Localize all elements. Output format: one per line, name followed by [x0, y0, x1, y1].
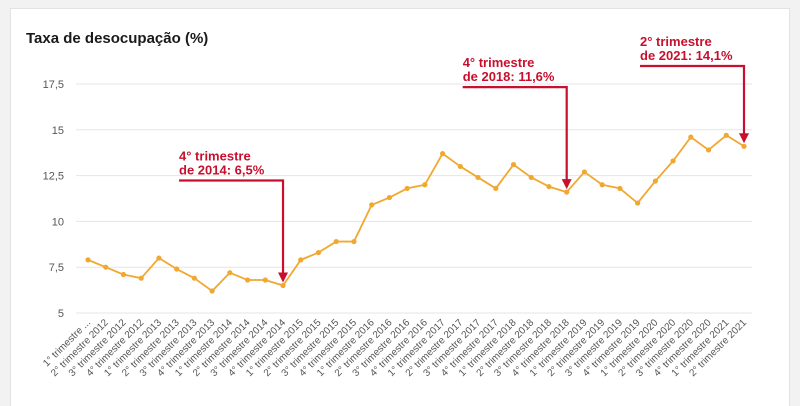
data-point: [174, 266, 180, 272]
data-point: [103, 264, 109, 270]
y-axis-ticks: 5 7,5 10 12,5 15 17,5: [43, 79, 64, 320]
data-point: [138, 275, 144, 281]
data-point: [120, 271, 127, 278]
annotation-arrow-line: [462, 85, 568, 181]
annotation-label: de 2014: 6,5%: [179, 163, 265, 178]
data-point: [244, 277, 251, 283]
y-tick-label: 17,5: [43, 79, 64, 91]
data-point: [564, 189, 570, 195]
data-point: [333, 238, 339, 245]
series-line-group: [85, 132, 747, 294]
data-point: [546, 183, 552, 190]
data-point: [298, 257, 304, 263]
chart-title: Taxa de desocupação (%): [26, 30, 209, 47]
annotation-arrowhead: [739, 133, 749, 144]
data-point: [723, 132, 729, 138]
data-point: [369, 202, 375, 208]
annotation-arrowhead: [278, 272, 289, 283]
chart-panel: [10, 8, 790, 406]
y-tick-label: 7,5: [49, 262, 64, 274]
annotation-arrow-line: [179, 179, 285, 274]
annotation-label: de 2018: 11,6%: [463, 69, 555, 84]
data-point: [280, 282, 286, 289]
data-point: [457, 163, 463, 170]
y-tick-label: 15: [52, 125, 64, 137]
annotation-label: 4° trimestre: [179, 149, 251, 164]
annotation-label: 2° trimestre: [640, 34, 712, 49]
annotation-arrow-line: [640, 64, 746, 135]
data-point: [439, 151, 446, 157]
data-point: [85, 257, 91, 263]
series-line: [87, 134, 745, 292]
y-tick-label: 10: [52, 216, 64, 228]
data-point: [528, 174, 534, 181]
data-point: [386, 194, 393, 201]
data-point: [705, 147, 712, 153]
data-point: [156, 255, 162, 261]
data-point: [422, 182, 428, 188]
data-point: [191, 275, 197, 281]
data-point: [262, 277, 268, 283]
data-point: [617, 185, 623, 192]
data-point: [493, 185, 499, 192]
data-point: [635, 200, 641, 206]
data-point: [475, 174, 481, 181]
data-point: [510, 162, 517, 168]
data-point: [741, 143, 747, 149]
data-point: [581, 169, 588, 175]
gridlines: [76, 83, 752, 314]
data-point: [404, 185, 410, 192]
data-point: [652, 178, 658, 184]
data-point: [315, 249, 322, 256]
data-point: [209, 288, 215, 294]
annotation-arrowhead: [561, 179, 572, 190]
data-point: [599, 182, 605, 188]
data-point: [351, 238, 357, 245]
y-tick-label: 5: [58, 308, 64, 320]
data-point: [670, 158, 676, 164]
data-point: [688, 134, 694, 140]
data-point: [227, 270, 233, 276]
annotation-label: de 2021: 14,1%: [640, 48, 733, 63]
annotation-label: 4° trimestre: [463, 55, 535, 70]
y-tick-label: 12,5: [43, 171, 64, 183]
